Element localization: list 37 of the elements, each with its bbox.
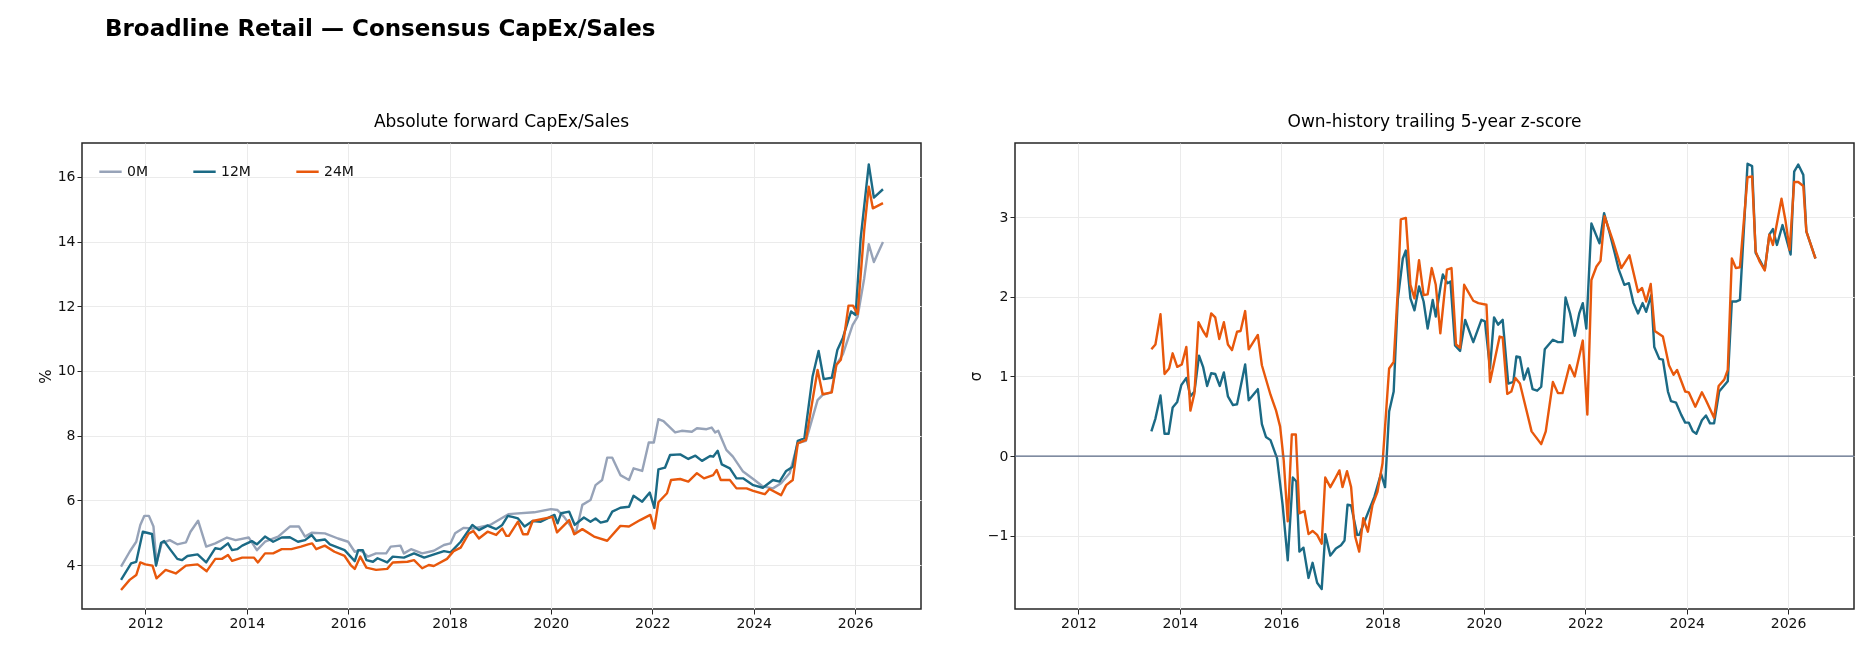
x-tick-label: 2012 [128, 614, 164, 631]
y-tick-label: 2 [999, 288, 1009, 305]
x-tick-label: 2012 [1061, 614, 1097, 631]
x-tick-label: 2016 [1263, 614, 1300, 631]
y-tick-label: 0 [999, 447, 1009, 464]
chart-title: Own-history trailing 5-year z-score [1287, 111, 1582, 131]
legend-label: 0M [127, 162, 148, 179]
y-tick-label: 1 [999, 367, 1009, 384]
x-tick-label: 2018 [432, 614, 468, 631]
x-tick-label: 2014 [229, 614, 266, 631]
y-tick-label: 3 [999, 208, 1009, 225]
x-tick-label: 2024 [736, 614, 773, 631]
y-axis-title: % [36, 369, 55, 384]
y-tick-label: 10 [57, 362, 76, 379]
chart-title: Broadline Retail — Consensus CapEx/Sales [105, 15, 656, 42]
y-tick-label: 16 [57, 168, 76, 185]
line-series [119, 240, 885, 568]
x-tick-label: 2020 [1466, 614, 1503, 631]
x-tick-label: 2022 [635, 614, 671, 631]
legend-label: 24M [324, 162, 354, 179]
y-tick-label: 12 [57, 297, 76, 314]
y-tick-label: −1 [987, 527, 1009, 544]
y-axis-title: σ [966, 371, 985, 382]
x-tick-label: 2016 [330, 614, 367, 631]
chart-subtitle: Absolute forward CapEx/Sales [373, 111, 630, 131]
x-tick-label: 2022 [1568, 614, 1604, 631]
x-tick-label: 2018 [1365, 614, 1401, 631]
y-tick-label: 8 [66, 427, 76, 444]
x-tick-label: 2014 [1162, 614, 1199, 631]
y-tick-label: 4 [66, 556, 76, 573]
legend-label: 12M [221, 162, 251, 179]
x-tick-label: 2020 [533, 614, 570, 631]
x-tick-label: 2026 [837, 614, 874, 631]
x-tick-label: 2026 [1770, 614, 1807, 631]
y-tick-label: 14 [57, 233, 76, 250]
y-tick-label: 6 [66, 491, 76, 508]
x-tick-label: 2024 [1669, 614, 1706, 631]
